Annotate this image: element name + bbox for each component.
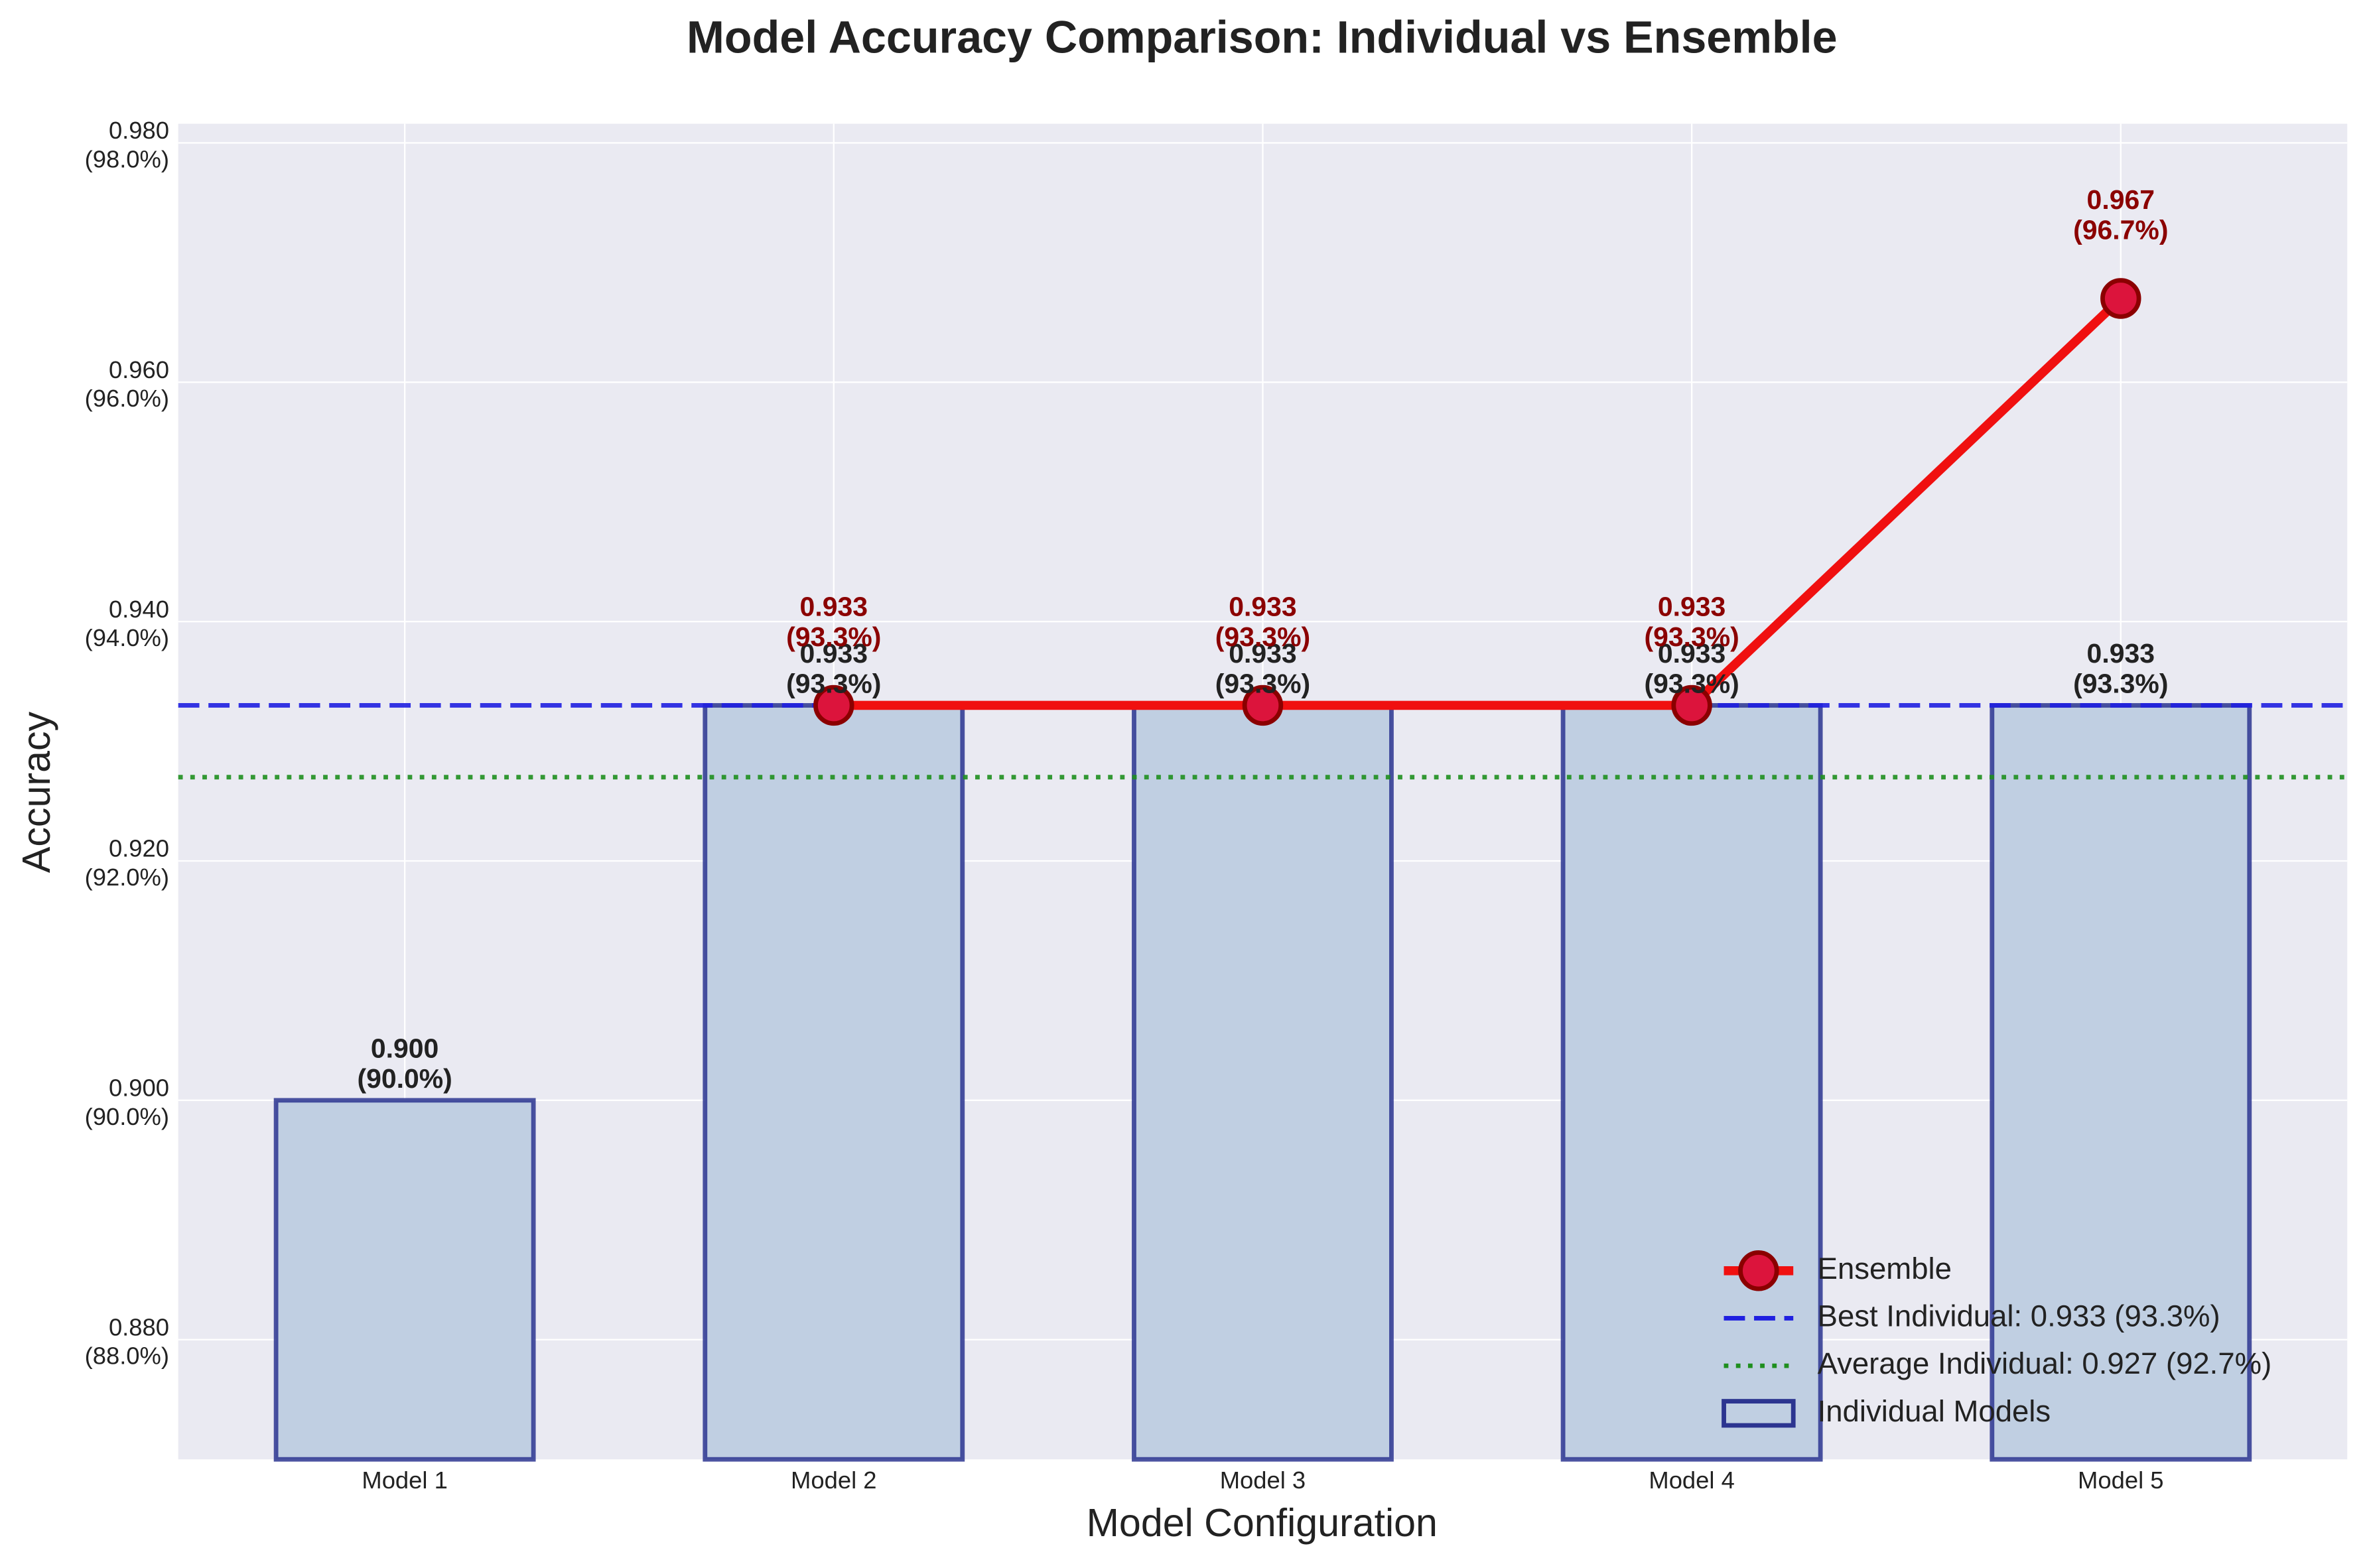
legend-label: Best Individual: 0.933 (93.3%)	[1818, 1299, 2220, 1333]
y-tick-label: 0.900	[109, 1075, 169, 1102]
x-axis-label: Model Configuration	[1087, 1500, 1438, 1545]
bar	[1990, 703, 2252, 1462]
ensemble-marker	[1671, 685, 1712, 726]
value-label: 0.933	[800, 592, 868, 622]
legend-label: Average Individual: 0.927 (92.7%)	[1818, 1346, 2272, 1380]
value-label: (93.3%)	[786, 669, 881, 699]
value-label: 0.933	[1229, 638, 1296, 669]
value-label: 0.933	[1658, 592, 1725, 622]
value-label: 0.900	[371, 1033, 439, 1064]
bar	[1132, 703, 1394, 1462]
value-label: (93.3%)	[1644, 621, 1739, 652]
y-tick-label: 0.980	[109, 117, 169, 144]
value-label: (93.3%)	[1215, 669, 1310, 699]
x-tick-label: Model 5	[2078, 1467, 2163, 1494]
value-label: (96.7%)	[2073, 215, 2168, 245]
y-tick-label: (94.0%)	[85, 624, 169, 651]
x-tick-label: Model 2	[791, 1467, 876, 1494]
y-tick-label: 0.920	[109, 835, 169, 862]
value-label: (93.3%)	[1215, 621, 1310, 652]
value-label: (93.3%)	[786, 621, 881, 652]
x-tick-label: Model 3	[1220, 1467, 1306, 1494]
y-axis-label: Accuracy	[14, 711, 58, 873]
value-label: 0.933	[2087, 638, 2155, 669]
legend-label: Ensemble	[1818, 1252, 1952, 1285]
value-label: 0.933	[1658, 638, 1725, 669]
legend-marker	[1738, 1250, 1779, 1291]
value-label: 0.967	[2087, 184, 2155, 215]
y-tick-label: (92.0%)	[85, 864, 169, 891]
ensemble-marker	[2100, 278, 2141, 319]
legend-label: Individual Models	[1818, 1394, 2051, 1428]
value-label: (93.3%)	[1644, 669, 1739, 699]
chart-title: Model Accuracy Comparison: Individual vs…	[687, 12, 1838, 62]
x-tick-label: Model 1	[362, 1467, 447, 1494]
value-label: 0.933	[800, 638, 868, 669]
value-label: (90.0%)	[357, 1063, 452, 1094]
y-tick-label: (98.0%)	[85, 145, 169, 172]
ensemble-marker	[813, 685, 854, 726]
ensemble-marker	[1242, 685, 1284, 726]
y-tick-label: 0.880	[109, 1313, 169, 1340]
value-label: (93.3%)	[2073, 669, 2168, 699]
y-tick-label: (90.0%)	[85, 1103, 169, 1130]
ensemble-line	[833, 295, 2124, 710]
bar	[1560, 703, 1823, 1462]
bar	[273, 1098, 536, 1462]
legend-swatch	[1722, 1399, 1796, 1428]
x-tick-label: Model 4	[1649, 1467, 1734, 1494]
y-tick-label: (88.0%)	[85, 1342, 169, 1370]
bar	[703, 703, 965, 1462]
value-label: 0.933	[1229, 592, 1296, 622]
y-tick-label: 0.940	[109, 596, 169, 623]
y-tick-label: (96.0%)	[85, 385, 169, 412]
y-tick-label: 0.960	[109, 356, 169, 383]
